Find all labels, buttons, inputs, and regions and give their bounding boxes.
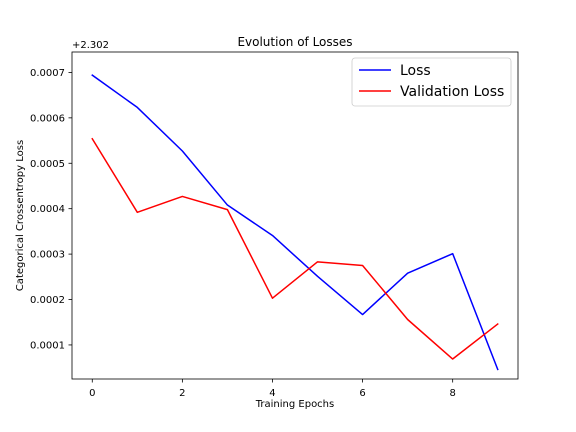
y-tick-label: 0.0003	[30, 250, 65, 261]
y-offset-label: +2.302	[72, 40, 109, 51]
series-line-loss	[91, 74, 499, 371]
y-tick-label: 0.0004	[30, 204, 65, 215]
legend-label-loss: Loss	[400, 63, 431, 79]
x-tick-label: 2	[179, 388, 185, 399]
x-tick-label: 8	[449, 388, 455, 399]
series-layer	[91, 74, 499, 371]
legend-label-validation-loss: Validation Loss	[400, 84, 504, 100]
y-tick-label: 0.0001	[30, 340, 65, 351]
plot-frame	[71, 51, 519, 380]
y-tick-label: 0.0006	[30, 113, 65, 124]
y-tick-label: 0.0005	[30, 159, 65, 170]
x-tick-label: 0	[89, 388, 95, 399]
x-tick-label: 6	[359, 388, 365, 399]
x-axis-label: Training Epochs	[255, 399, 334, 410]
series-line-validation-loss	[91, 137, 499, 360]
y-ticks: 0.0001 0.0002 0.0003 0.0004 0.0005 0.0006 0.00…	[30, 68, 72, 351]
x-ticks: 0 2 4 6 8	[89, 379, 456, 399]
chart-title: Evolution of Losses	[237, 35, 352, 49]
plot-background	[72, 52, 518, 379]
x-tick-label: 4	[269, 388, 275, 399]
y-tick-label: 0.0002	[30, 295, 65, 306]
y-tick-label: 0.0007	[30, 68, 65, 79]
y-axis-label: Categorical Crossentropy Loss	[15, 140, 26, 291]
legend: Loss Validation Loss	[351, 57, 512, 107]
legend-box	[351, 57, 512, 107]
